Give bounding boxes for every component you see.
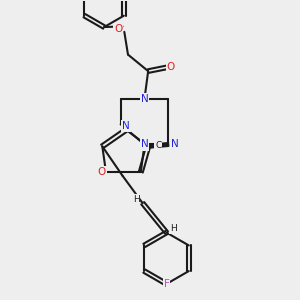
Text: H: H bbox=[170, 224, 176, 233]
Text: N: N bbox=[122, 121, 130, 131]
Text: N: N bbox=[141, 140, 148, 149]
Text: N: N bbox=[171, 140, 179, 149]
Text: O: O bbox=[114, 24, 122, 34]
Text: H: H bbox=[133, 195, 140, 204]
Text: C: C bbox=[155, 141, 162, 150]
Text: O: O bbox=[98, 167, 106, 177]
Text: N: N bbox=[141, 94, 148, 103]
Text: O: O bbox=[167, 62, 175, 72]
Text: F: F bbox=[164, 279, 169, 289]
